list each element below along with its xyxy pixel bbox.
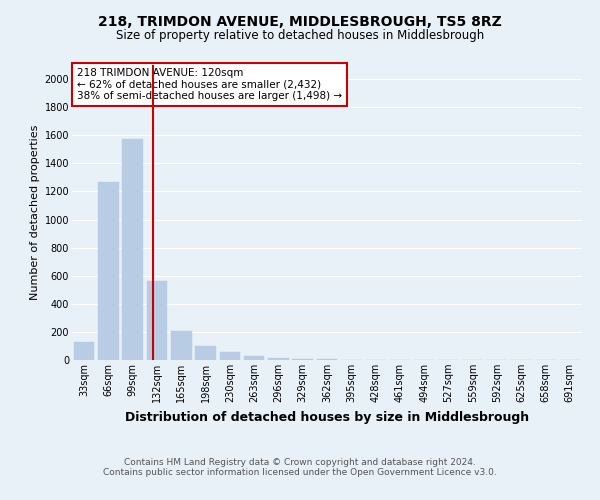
Bar — [74, 342, 94, 360]
Bar — [122, 138, 143, 360]
Y-axis label: Number of detached properties: Number of detached properties — [31, 125, 40, 300]
Bar — [220, 352, 240, 360]
X-axis label: Distribution of detached houses by size in Middlesbrough: Distribution of detached houses by size … — [125, 410, 529, 424]
Text: 218 TRIMDON AVENUE: 120sqm
← 62% of detached houses are smaller (2,432)
38% of s: 218 TRIMDON AVENUE: 120sqm ← 62% of deta… — [77, 68, 342, 101]
Bar — [292, 359, 313, 360]
Text: Contains HM Land Registry data © Crown copyright and database right 2024.: Contains HM Land Registry data © Crown c… — [124, 458, 476, 467]
Text: 218, TRIMDON AVENUE, MIDDLESBROUGH, TS5 8RZ: 218, TRIMDON AVENUE, MIDDLESBROUGH, TS5 … — [98, 16, 502, 30]
Bar — [195, 346, 216, 360]
Bar — [146, 280, 167, 360]
Text: Contains public sector information licensed under the Open Government Licence v3: Contains public sector information licen… — [103, 468, 497, 477]
Bar — [171, 330, 191, 360]
Bar — [268, 358, 289, 360]
Bar — [244, 356, 265, 360]
Bar — [98, 182, 119, 360]
Text: Size of property relative to detached houses in Middlesbrough: Size of property relative to detached ho… — [116, 28, 484, 42]
